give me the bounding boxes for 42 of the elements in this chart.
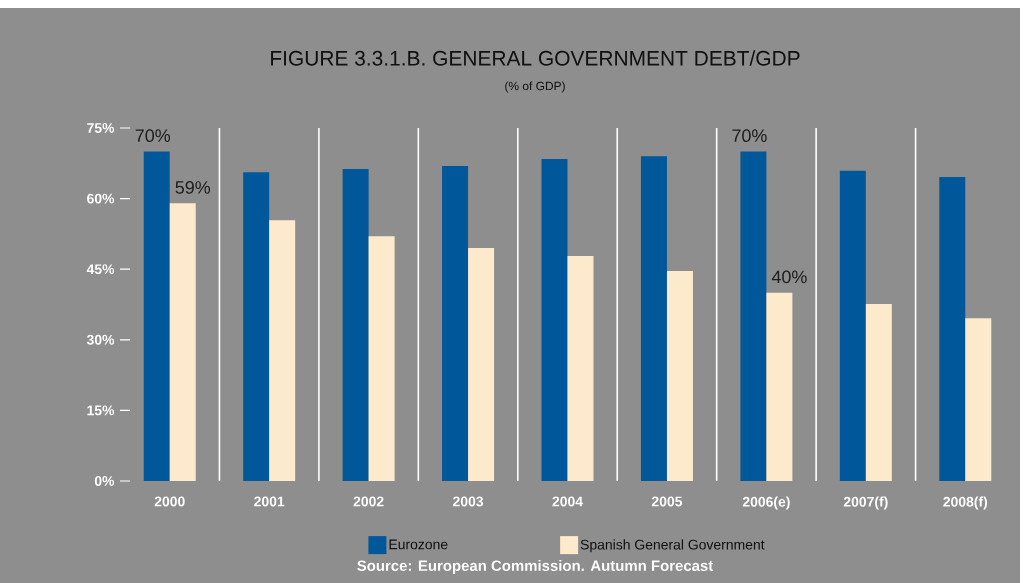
x-tick-label: 2006(e) <box>742 496 790 510</box>
y-tick-label: 45% <box>86 264 115 275</box>
y-tick-label: 0% <box>94 476 115 486</box>
x-tick-label: 2003 <box>453 496 484 507</box>
bar <box>567 256 594 481</box>
data-label: 70% <box>135 129 171 142</box>
x-tick-label: 2004 <box>552 496 583 507</box>
x-tick-label: 2007(f) <box>843 496 888 510</box>
y-tick-label: 60% <box>87 193 115 204</box>
bar <box>169 203 196 481</box>
data-label: 59% <box>175 181 211 194</box>
legend-label: Spanish General Government <box>580 539 765 553</box>
chart-subtitle: (% of GDP) <box>505 81 565 93</box>
source-note: Source: European Commission. Autumn Forecast <box>357 560 714 574</box>
bar <box>468 248 495 481</box>
legend-label: Eurozone <box>389 539 448 550</box>
y-tick-label: 15% <box>87 405 115 416</box>
bar <box>640 156 667 481</box>
x-tick-label: 2005 <box>651 496 683 507</box>
bar <box>269 220 296 481</box>
bar <box>740 151 767 481</box>
bar <box>965 318 992 481</box>
x-tick-label: 2008(f) <box>943 496 988 510</box>
data-label: 40% <box>771 270 807 284</box>
y-tick-label: 75% <box>87 123 115 133</box>
bar <box>939 176 966 481</box>
bar <box>839 170 866 481</box>
chart-title: FIGURE 3.3.1.B. GENERAL GOVERNMENT DEBT/GDP <box>271 50 800 66</box>
bar <box>666 271 693 481</box>
data-label: 70% <box>732 129 767 142</box>
bar <box>766 292 793 481</box>
y-tick-label: 30% <box>86 334 115 345</box>
bar <box>865 304 892 481</box>
x-tick-label: 2000 <box>154 496 185 507</box>
x-tick-label: 2002 <box>353 496 384 507</box>
bar <box>143 151 170 481</box>
bar <box>342 168 369 481</box>
bar <box>243 172 270 481</box>
x-tick-label: 2001 <box>254 496 285 507</box>
bar <box>368 236 395 481</box>
bar <box>442 166 469 481</box>
bar <box>541 159 568 481</box>
